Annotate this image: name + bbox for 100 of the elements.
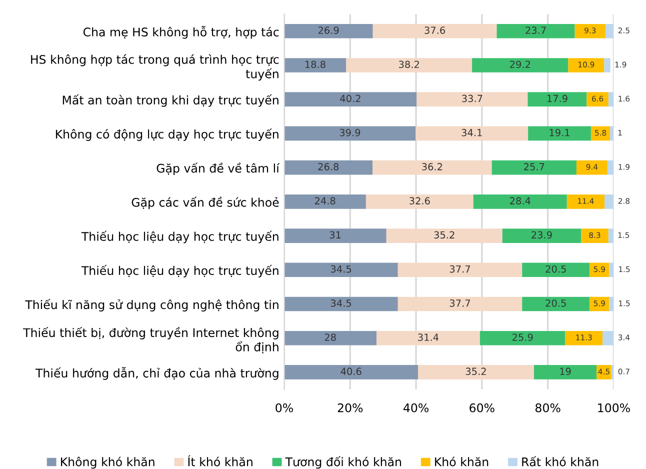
data-label: 28 bbox=[324, 334, 336, 341]
bar bbox=[590, 262, 610, 278]
data-label: 18.8 bbox=[305, 60, 326, 68]
data-label: 24.8 bbox=[314, 197, 336, 204]
bar bbox=[398, 262, 522, 278]
x-tick-label: 60% bbox=[470, 403, 494, 412]
bar bbox=[609, 262, 614, 278]
bar bbox=[534, 365, 597, 380]
y-tick-label: Gặp các vấn đề sức khoẻ bbox=[132, 196, 279, 210]
bar bbox=[610, 126, 614, 141]
bar bbox=[596, 365, 612, 380]
y-tick-label: Thiếu kĩ năng sử dụng công nghệ thông tin bbox=[25, 299, 278, 312]
data-label: 20.5 bbox=[546, 299, 566, 307]
bar bbox=[565, 330, 602, 346]
data-label: 25.7 bbox=[524, 163, 544, 170]
x-tick-label: 100% bbox=[598, 403, 630, 412]
data-label: 20.5 bbox=[546, 265, 566, 273]
data-label: 26.8 bbox=[318, 163, 339, 170]
bar bbox=[346, 58, 472, 72]
data-label: 40.6 bbox=[340, 368, 362, 376]
data-label: 26.9 bbox=[318, 26, 339, 34]
data-label: 19 bbox=[560, 368, 571, 376]
bar bbox=[586, 92, 608, 107]
bar bbox=[284, 330, 376, 346]
data-label: 34.1 bbox=[462, 128, 482, 136]
bar bbox=[528, 126, 591, 141]
y-tick-label: HS không hợp tác trong quá trình học trực tuyến bbox=[31, 54, 279, 81]
y-tick-label: Cha mẹ HS không hỗ trợ, hợp tác bbox=[83, 26, 279, 39]
data-label: 25.9 bbox=[512, 334, 533, 341]
data-label: 40.2 bbox=[340, 94, 360, 102]
x-tick-label: 0% bbox=[276, 403, 293, 412]
data-label: 34.5 bbox=[330, 299, 352, 307]
data-label: 23.9 bbox=[532, 231, 552, 239]
bar bbox=[496, 24, 575, 38]
y-tick-label: Thiếu hướng dẫn, chỉ đạo của nhà trường bbox=[35, 367, 278, 380]
bar bbox=[398, 296, 522, 312]
data-label: 34.5 bbox=[330, 265, 352, 273]
bar bbox=[366, 194, 474, 209]
legend-label: Ít khó khăn bbox=[188, 455, 252, 466]
x-tick-label: 80% bbox=[535, 403, 560, 412]
data-label: 39.9 bbox=[340, 128, 360, 136]
bar bbox=[492, 160, 576, 175]
bar bbox=[284, 58, 346, 72]
legend-label: Rất khó khăn bbox=[522, 456, 598, 466]
bar bbox=[416, 92, 528, 107]
bar bbox=[386, 228, 502, 243]
legend-label: Khó khăn bbox=[435, 456, 488, 466]
bar bbox=[284, 296, 398, 312]
y-tick-label: Thiếu học liệu dạy học trực tuyến bbox=[81, 230, 278, 244]
data-label: 28.4 bbox=[510, 197, 530, 204]
data-label: 33.7 bbox=[462, 94, 482, 102]
legend-label: Tương đối khó khăn bbox=[285, 456, 402, 469]
bar bbox=[480, 330, 566, 346]
data-label: 29.2 bbox=[510, 60, 530, 68]
bar bbox=[568, 58, 604, 72]
bar bbox=[284, 194, 366, 209]
data-label: 35.2 bbox=[466, 368, 486, 376]
data-label: 17.9 bbox=[547, 94, 568, 102]
bar bbox=[566, 194, 604, 209]
legend-label: Không khó khăn bbox=[61, 456, 154, 469]
x-tick-label: 40% bbox=[403, 403, 428, 412]
data-label: 37.7 bbox=[450, 299, 470, 307]
bar bbox=[574, 24, 606, 38]
data-label: 32.6 bbox=[410, 197, 430, 204]
bar bbox=[376, 330, 480, 346]
bar bbox=[502, 228, 582, 243]
y-tick-label: Gặp vấn đề về tâm lí bbox=[156, 162, 280, 176]
bar bbox=[590, 126, 610, 141]
bar bbox=[581, 228, 608, 243]
bar bbox=[284, 228, 386, 243]
bar bbox=[372, 24, 497, 38]
bar bbox=[576, 160, 608, 175]
data-label: 31 bbox=[330, 231, 341, 239]
bar bbox=[284, 92, 417, 107]
y-tick-label: Không có động lực dạy học trực tuyến bbox=[56, 128, 278, 141]
bar bbox=[284, 365, 418, 380]
bar bbox=[418, 365, 534, 380]
x-tick-label: 20% bbox=[338, 403, 363, 412]
data-label: 31.4 bbox=[418, 334, 438, 341]
bar bbox=[609, 296, 614, 312]
bar bbox=[604, 58, 610, 72]
bar bbox=[607, 160, 614, 175]
bar bbox=[590, 296, 610, 312]
bar bbox=[605, 24, 614, 38]
bar bbox=[372, 160, 492, 175]
bar bbox=[604, 194, 614, 209]
bar bbox=[522, 262, 590, 278]
bar bbox=[416, 126, 528, 141]
data-label: 36.2 bbox=[422, 163, 442, 170]
bar bbox=[602, 330, 614, 346]
bar bbox=[284, 262, 398, 278]
bar bbox=[284, 126, 416, 141]
y-tick-label: Mất an toàn trong khi dạy trực tuyến bbox=[62, 94, 278, 107]
bar bbox=[608, 228, 614, 243]
data-label: 19.1 bbox=[550, 128, 570, 136]
bar bbox=[472, 58, 568, 72]
bar bbox=[284, 24, 373, 38]
bar bbox=[522, 296, 590, 312]
data-label: 35.2 bbox=[434, 231, 454, 239]
y-tick-label: Thiếu học liệu dạy học trực tuyến bbox=[81, 264, 278, 278]
